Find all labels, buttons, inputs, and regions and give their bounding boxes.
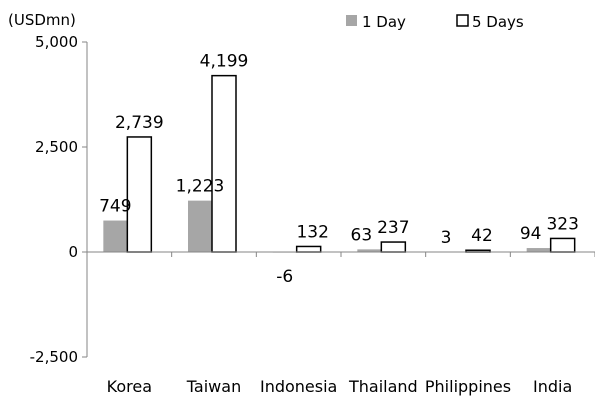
data-label-5-days: 323 [546, 214, 578, 234]
x-category-label: Taiwan [186, 377, 241, 396]
data-label-1-day: 749 [99, 197, 131, 217]
y-tick-label: 0 [68, 243, 78, 261]
data-label-5-days: 2,739 [115, 113, 164, 133]
data-label-1-day: 63 [351, 225, 373, 245]
y-axis-unit-label: (USDmn) [8, 11, 76, 29]
legend-label-5-days: 5 Days [472, 13, 524, 31]
bar-1-day [357, 249, 382, 252]
legend-swatch-5-days [456, 14, 469, 27]
legend-swatch-1-day [346, 15, 357, 26]
data-label-5-days: 4,199 [200, 52, 249, 72]
y-axis-ticks: -2,500 0 2,500 5,000 [30, 33, 78, 366]
data-label-1-day: 94 [520, 224, 542, 244]
data-label-5-days: 132 [296, 222, 328, 242]
y-tick-label: 5,000 [35, 33, 78, 51]
x-category-label: Indonesia [260, 377, 337, 396]
bar-1-day [188, 200, 212, 252]
y-tick-label: -2,500 [30, 348, 78, 366]
legend-label-1-day: 1 Day [362, 13, 406, 31]
x-category-label: Korea [107, 377, 152, 396]
bar-1-day [526, 248, 551, 252]
data-label-1-day: 1,223 [176, 177, 225, 197]
bar-1-day [103, 220, 128, 252]
x-axis-labels: Korea Taiwan Indonesia Thailand Philippines I… [107, 377, 573, 396]
bar-5-days [295, 245, 322, 253]
bars [103, 74, 576, 253]
bar-5-days [549, 237, 576, 253]
data-label-5-days: 42 [471, 226, 493, 246]
legend: 1 Day 5 Days [346, 13, 524, 31]
x-category-label: Philippines [425, 377, 511, 396]
axes [82, 41, 595, 358]
x-category-label: India [533, 377, 572, 396]
data-label-5-days: 237 [377, 218, 409, 238]
y-tick-label: 2,500 [35, 138, 78, 156]
bar-5-days [126, 136, 153, 253]
x-category-label: Thailand [348, 377, 418, 396]
data-label-1-day: 3 [441, 228, 452, 248]
data-label-1-day: -6 [276, 267, 293, 287]
bar-5-days [211, 74, 237, 253]
bar-5-days [380, 241, 407, 253]
data-labels: 749 2,739 1,223 4,199 -6 132 63 237 3 42 94 323 [99, 52, 579, 287]
